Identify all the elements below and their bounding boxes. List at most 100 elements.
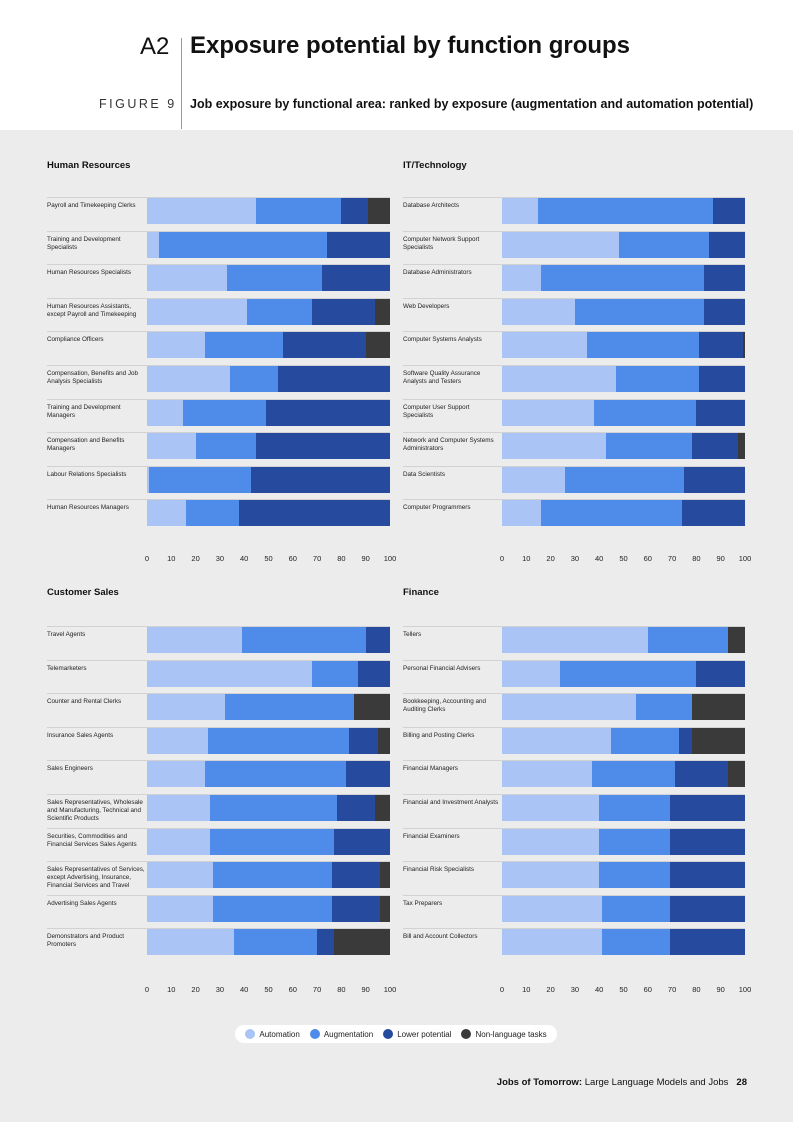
x-tick-label: 50 (619, 985, 628, 994)
stacked-bar (147, 694, 390, 721)
bar-segment-automation (502, 466, 566, 493)
bar-segment-augmentation (540, 265, 704, 292)
bar-segment-lower (348, 727, 378, 754)
bar-segment-automation (502, 862, 600, 889)
stacked-bar (147, 198, 390, 224)
bar-segment-automation (502, 660, 561, 687)
bar-segment-automation (147, 366, 230, 392)
bar-segment-automation (147, 198, 257, 224)
bar-segment-automation (147, 727, 208, 754)
bar-segment-nonlang (377, 727, 390, 754)
legend-swatch-nonlang (461, 1029, 472, 1039)
bar-segment-augmentation (312, 660, 359, 687)
bar-segment-lower (698, 366, 745, 392)
category-label: Counter and Rental Clerks (47, 698, 122, 706)
bar-segment-automation (147, 466, 150, 493)
legend-swatch-automation (245, 1029, 256, 1039)
row-divider (403, 230, 745, 232)
bar-segment-automation (502, 265, 541, 292)
category-label: Training and Development Managers (47, 403, 121, 419)
category-label: Demonstrators and Product Promoters (47, 933, 124, 949)
bar-segment-lower (331, 895, 381, 922)
bar-segment-automation (502, 366, 617, 392)
row-divider (47, 626, 390, 627)
row-divider (403, 626, 745, 627)
bar-segment-automation (147, 399, 184, 426)
bar-segment-lower (679, 727, 692, 754)
bar-segment-lower (703, 265, 745, 292)
x-tick-label: 40 (595, 985, 604, 994)
row-divider (47, 659, 390, 661)
bar-segment-augmentation (599, 795, 670, 821)
x-tick-label: 60 (288, 554, 297, 563)
stacked-bar (147, 627, 390, 653)
row-divider (47, 827, 390, 829)
bar-segment-automation (502, 761, 592, 788)
row-divider (47, 197, 390, 198)
row-divider (47, 465, 390, 467)
bar-segment-augmentation (149, 466, 252, 493)
chart-title: Customer Sales (47, 587, 119, 598)
stacked-bar (147, 399, 390, 426)
row-divider (403, 726, 745, 728)
bar-segment-augmentation (599, 862, 670, 889)
bar-segment-lower (713, 198, 745, 224)
category-label: Labour Relations Specialists (47, 470, 127, 478)
bar-segment-augmentation (599, 828, 670, 855)
x-tick-label: 100 (738, 554, 752, 563)
legend-label-augmentation: Augmentation (323, 1029, 374, 1039)
stacked-bar (147, 761, 390, 788)
bar-segment-automation (147, 265, 228, 292)
bar-segment-augmentation (635, 694, 692, 721)
row-divider (403, 794, 745, 795)
bar-segment-lower (312, 298, 376, 325)
bar-segment-automation (502, 399, 595, 426)
category-label: Payroll and Timekeeping Clerks (47, 202, 136, 209)
bar-segment-augmentation (183, 399, 267, 426)
category-label: Training and Development Specialists (47, 235, 121, 251)
bar-segment-nonlang (380, 862, 390, 889)
bar-segment-augmentation (594, 399, 697, 426)
stacked-bar (147, 298, 390, 325)
stacked-bar (502, 727, 745, 754)
bar-segment-lower (669, 795, 745, 821)
category-label: Database Architects (403, 202, 460, 209)
bar-segment-augmentation (601, 929, 670, 956)
x-tick-label: 50 (264, 985, 273, 994)
bar-segment-lower (708, 231, 745, 258)
stacked-bar (147, 727, 390, 754)
bar-segment-lower (669, 828, 745, 855)
bar-segment-automation (147, 795, 211, 821)
stacked-bar (502, 627, 745, 653)
figure-label: FIGURE 9 (99, 97, 177, 111)
bar-segment-nonlang (742, 332, 745, 359)
x-tick-label: 20 (191, 985, 200, 994)
bar-segment-automation (147, 231, 160, 258)
stacked-bar (502, 298, 745, 325)
bar-segment-lower (317, 929, 335, 956)
x-tick-label: 30 (215, 985, 225, 994)
x-tick-label: 80 (692, 554, 701, 563)
bar-segment-augmentation (647, 627, 728, 653)
stacked-bar (502, 694, 745, 721)
section-number: A2 (140, 33, 170, 60)
bar-segment-lower (696, 399, 745, 426)
x-tick-label: 0 (144, 985, 150, 994)
bar-segment-automation (502, 500, 541, 527)
bar-segment-nonlang (737, 433, 745, 460)
bar-segment-augmentation (540, 500, 682, 527)
bar-segment-lower (681, 500, 745, 527)
row-divider (403, 693, 745, 695)
x-tick-label: 10 (167, 985, 176, 994)
bar-segment-lower (326, 231, 390, 258)
category-label: Insurance Sales Agents (47, 731, 114, 739)
bar-segment-nonlang (368, 198, 390, 224)
bar-segment-lower (674, 761, 728, 788)
category-label: Billing and Posting Clerks (403, 731, 475, 739)
stacked-bar (147, 265, 390, 292)
row-divider (47, 432, 390, 434)
row-divider (47, 794, 390, 795)
bar-segment-augmentation (611, 727, 680, 754)
category-label: Telemarketers (47, 664, 87, 672)
row-divider (47, 693, 390, 695)
